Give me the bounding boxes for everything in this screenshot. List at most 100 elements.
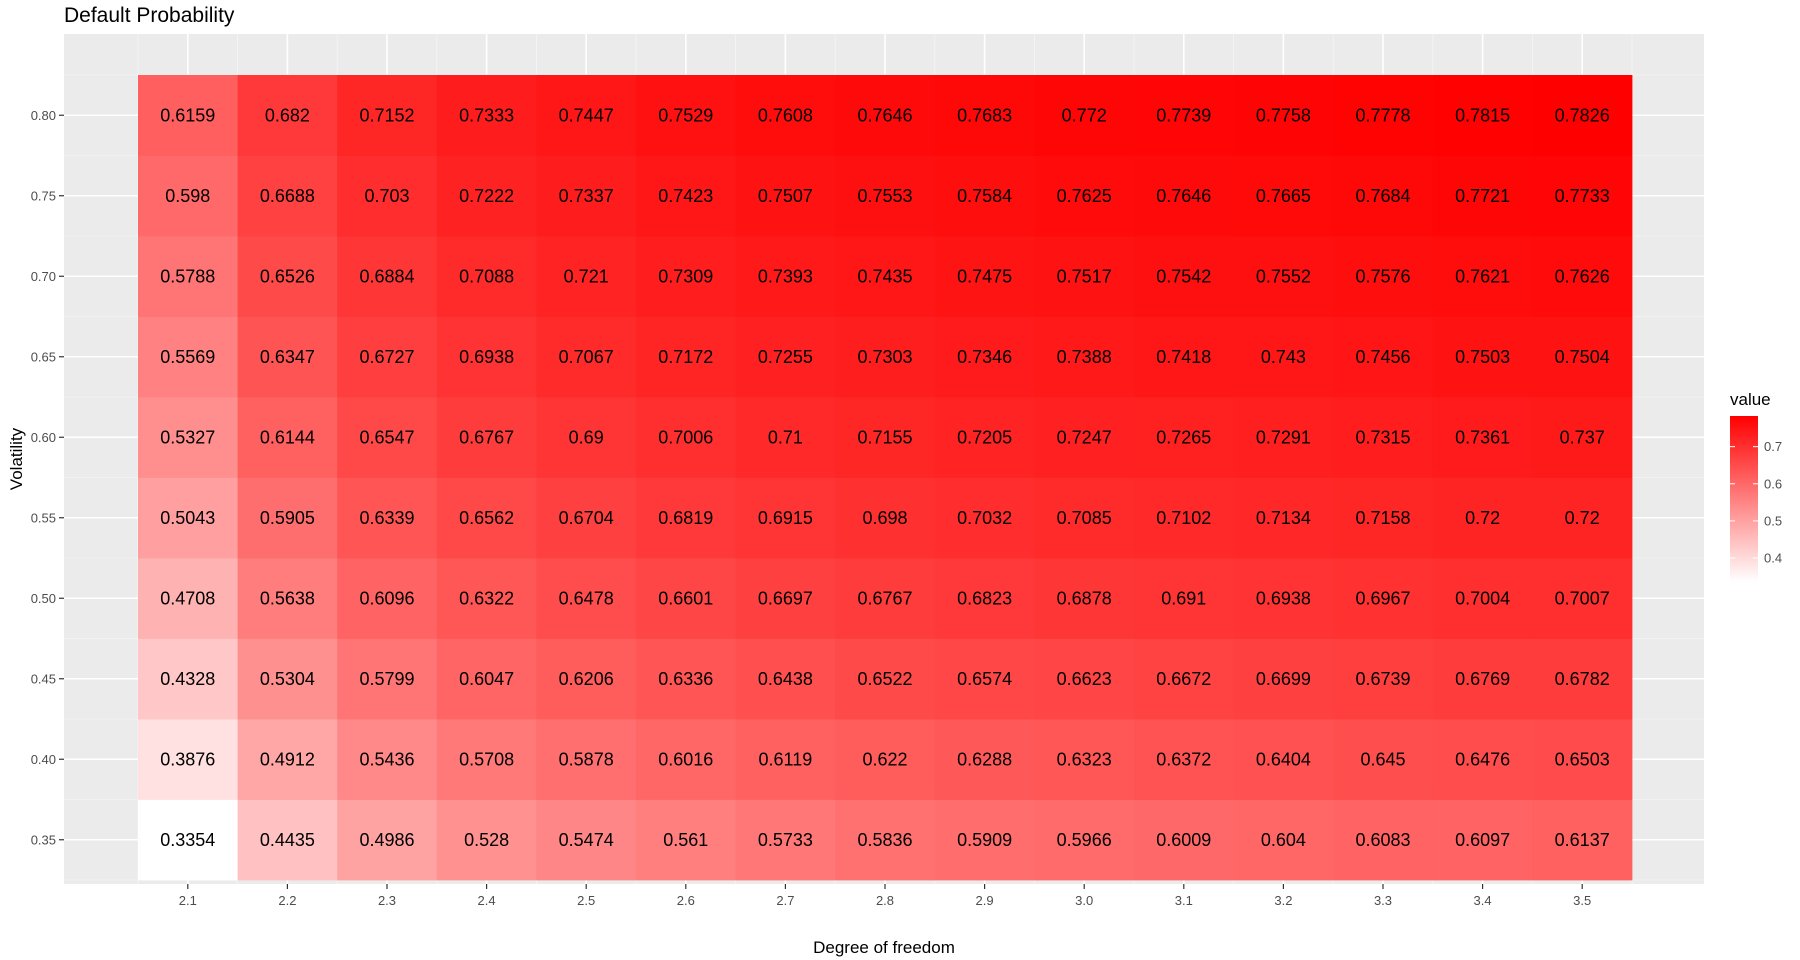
cell-value-label: 0.7102 — [1156, 508, 1211, 528]
x-axis: 2.1 2.2 2.3 2.4 2.5 2.6 2.7 2.8 2.9 3.0 3.1 3.2 3.3 3… — [179, 884, 1591, 908]
cell-value-label: 0.7552 — [1256, 266, 1311, 286]
cell-value-label: 0.6672 — [1156, 669, 1211, 689]
cell-value-label: 0.7085 — [1057, 508, 1112, 528]
cell-value-label: 0.5836 — [857, 830, 912, 850]
heatmap-cell — [1034, 799, 1135, 881]
heatmap-cell — [1432, 397, 1533, 478]
cell-value-label: 0.7626 — [1555, 266, 1610, 286]
heatmap-cell — [1432, 719, 1533, 800]
legend-colorbar: 0.4 0.5 0.6 0.7 — [1730, 416, 1782, 582]
cell-value-label: 0.6739 — [1355, 669, 1410, 689]
cell-value-label: 0.7646 — [857, 105, 912, 125]
heatmap-cell — [1432, 236, 1533, 317]
heatmap-cell — [536, 558, 637, 639]
heatmap-cell — [934, 75, 1035, 156]
heatmap-cell — [436, 558, 537, 639]
cell-value-label: 0.6884 — [359, 266, 414, 286]
cell-value-label: 0.6339 — [359, 508, 414, 528]
heatmap-cell — [436, 316, 537, 398]
heatmap-cell — [1432, 477, 1533, 559]
cell-value-label: 0.5799 — [359, 669, 414, 689]
cell-value-label: 0.7309 — [658, 266, 713, 286]
cell-value-label: 0.4986 — [359, 830, 414, 850]
heatmap-cell — [138, 316, 238, 398]
cell-value-label: 0.6206 — [559, 669, 614, 689]
heatmap-cell — [835, 638, 936, 720]
cell-value-label: 0.6782 — [1555, 669, 1610, 689]
cell-value-label: 0.7172 — [658, 347, 713, 367]
heatmap-cell — [1233, 397, 1334, 478]
heatmap-cell — [636, 397, 736, 478]
heatmap-cell — [436, 719, 537, 800]
cell-value-label: 0.7815 — [1455, 105, 1510, 125]
cell-value-label: 0.6478 — [559, 588, 614, 608]
x-tick-label: 2.6 — [677, 893, 695, 908]
heatmap-cell — [1134, 799, 1234, 881]
cell-value-label: 0.7423 — [658, 186, 713, 206]
cell-value-label: 0.71 — [768, 427, 803, 447]
cell-value-label: 0.7683 — [957, 105, 1012, 125]
cell-value-label: 0.6769 — [1455, 669, 1510, 689]
cell-value-label: 0.5304 — [260, 669, 315, 689]
heatmap-cell — [1333, 75, 1434, 156]
cell-value-label: 0.721 — [564, 266, 609, 286]
x-tick-label: 3.3 — [1374, 893, 1392, 908]
cell-value-label: 0.6704 — [559, 508, 614, 528]
cell-value-label: 0.6938 — [459, 347, 514, 367]
cell-value-label: 0.5638 — [260, 588, 315, 608]
cell-value-label: 0.5569 — [160, 347, 215, 367]
y-tick-label: 0.50 — [31, 591, 56, 606]
y-tick-label: 0.65 — [31, 349, 56, 364]
cell-value-label: 0.5909 — [957, 830, 1012, 850]
cell-value-label: 0.7346 — [957, 347, 1012, 367]
cell-value-label: 0.6372 — [1156, 749, 1211, 769]
cell-value-label: 0.6915 — [758, 508, 813, 528]
cell-value-label: 0.7303 — [857, 347, 912, 367]
cell-value-label: 0.5905 — [260, 508, 315, 528]
cell-value-label: 0.7337 — [559, 186, 614, 206]
cell-value-label: 0.6016 — [658, 749, 713, 769]
heatmap-cell — [436, 236, 537, 317]
x-tick-label: 3.5 — [1573, 893, 1591, 908]
heatmap-cell — [636, 155, 736, 237]
cell-value-label: 0.7418 — [1156, 347, 1211, 367]
cell-value-label: 0.6137 — [1555, 830, 1610, 850]
x-tick-label: 3.2 — [1274, 893, 1292, 908]
y-tick-label: 0.60 — [31, 430, 56, 445]
cell-value-label: 0.6119 — [759, 749, 813, 769]
cell-value-label: 0.6547 — [359, 427, 414, 447]
heatmap-cell — [337, 236, 438, 317]
heatmap-cell — [1333, 638, 1434, 720]
heatmap-cell — [1034, 719, 1135, 800]
cell-value-label: 0.7205 — [957, 427, 1012, 447]
heatmap-cell — [835, 558, 936, 639]
y-tick-label: 0.40 — [31, 752, 56, 767]
heatmap-cell — [934, 638, 1035, 720]
heatmap-cell — [1532, 397, 1633, 478]
heatmap-cell — [1333, 236, 1434, 317]
heatmap-cell — [436, 638, 537, 720]
cell-value-label: 0.6562 — [459, 508, 514, 528]
heatmap-cell — [138, 638, 238, 720]
cell-value-label: 0.7475 — [957, 266, 1012, 286]
cell-value-label: 0.7646 — [1156, 186, 1211, 206]
heatmap-cell — [237, 799, 338, 881]
cell-value-label: 0.5436 — [359, 749, 414, 769]
cell-value-label: 0.4435 — [260, 830, 315, 850]
heatmap-cell — [636, 477, 736, 559]
heatmap-cell — [436, 75, 537, 156]
cell-value-label: 0.7625 — [1057, 186, 1112, 206]
heatmap-cell — [934, 719, 1035, 800]
cell-value-label: 0.7222 — [459, 186, 514, 206]
cell-value-label: 0.7739 — [1156, 105, 1211, 125]
heatmap-cell — [1034, 397, 1135, 478]
cell-value-label: 0.7435 — [857, 266, 912, 286]
cell-value-label: 0.682 — [265, 105, 310, 125]
cell-value-label: 0.7333 — [459, 105, 514, 125]
x-axis-title: Degree of freedom — [813, 938, 955, 957]
heatmap-cell — [1233, 316, 1334, 398]
heatmap-cell — [735, 397, 836, 478]
cell-value-label: 0.604 — [1261, 830, 1306, 850]
cell-value-label: 0.5878 — [559, 749, 614, 769]
